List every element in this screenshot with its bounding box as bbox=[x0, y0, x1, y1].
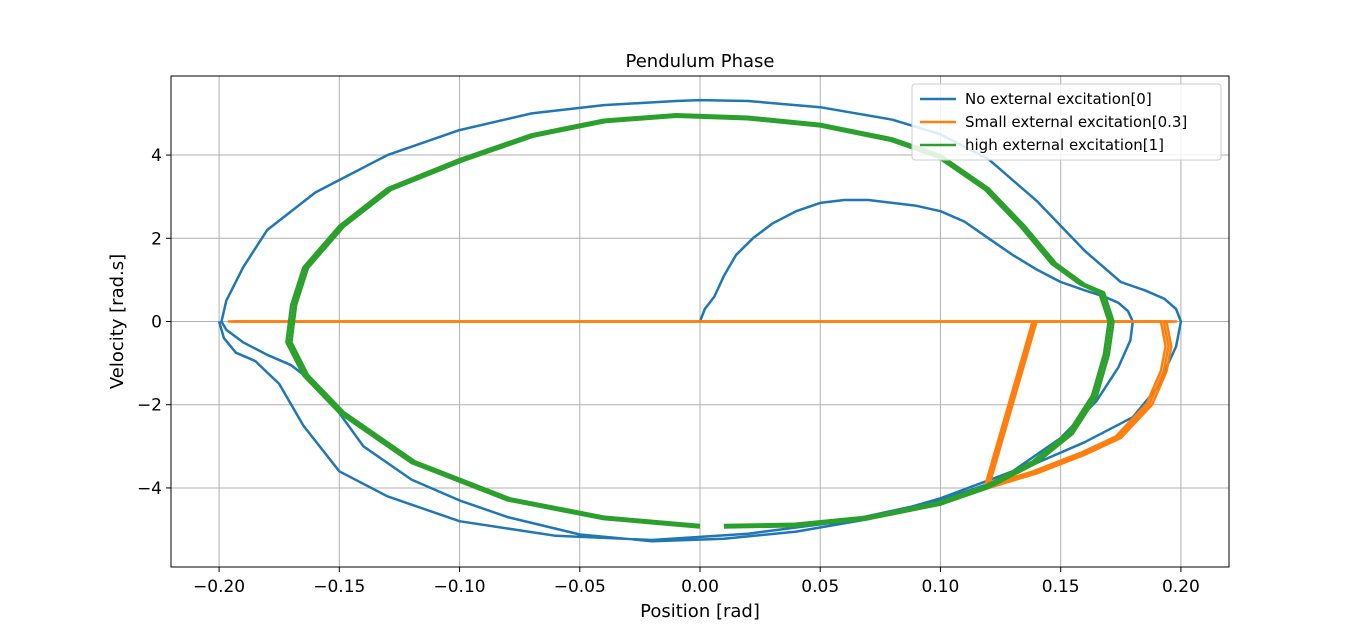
chart-title: Pendulum Phase bbox=[626, 51, 775, 72]
x-tick-label: 0.15 bbox=[1042, 577, 1080, 597]
y-tick-label: 2 bbox=[151, 229, 162, 249]
legend-entry-series-1: Small external excitation[0.3] bbox=[965, 113, 1187, 131]
y-axis-label: Velocity [rad.s] bbox=[107, 254, 128, 389]
curves bbox=[217, 98, 1183, 543]
legend-entry-series-0: No external excitation[0] bbox=[965, 90, 1152, 108]
legend: No external excitation[0] Small external… bbox=[911, 83, 1222, 161]
x-tick-label: 0.05 bbox=[801, 577, 839, 597]
x-tick-label: −0.20 bbox=[193, 577, 245, 597]
series-line-1 bbox=[233, 320, 1172, 488]
x-tick-label: −0.05 bbox=[554, 577, 606, 597]
x-tick-label: 0.10 bbox=[922, 577, 960, 597]
legend-box bbox=[911, 83, 1222, 161]
x-axis-label: Position [rad] bbox=[640, 601, 760, 622]
x-tick-label: 0.00 bbox=[681, 577, 719, 597]
x-tick-label: −0.15 bbox=[313, 577, 365, 597]
legend-entry-series-2: high external excitation[1] bbox=[965, 136, 1164, 154]
y-tick-label: 0 bbox=[151, 313, 162, 333]
y-tick-label: −4 bbox=[137, 479, 162, 499]
ticks: −0.20 −0.15 −0.10 −0.05 0.00 0.05 0.10 0.15 0.20… bbox=[137, 146, 1200, 597]
series-line-2 bbox=[290, 115, 1110, 527]
x-tick-label: −0.10 bbox=[433, 577, 485, 597]
series-line-2 bbox=[287, 114, 1113, 528]
y-tick-label: 4 bbox=[151, 146, 162, 166]
series-line-2 bbox=[285, 113, 1115, 529]
y-tick-label: −2 bbox=[137, 396, 162, 416]
x-tick-label: 0.20 bbox=[1162, 577, 1200, 597]
